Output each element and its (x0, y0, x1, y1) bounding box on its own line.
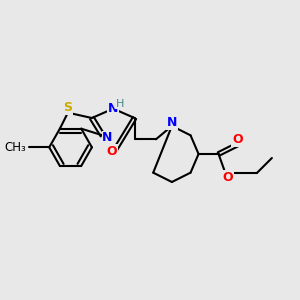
Text: CH₃: CH₃ (4, 141, 26, 154)
Text: H: H (116, 99, 124, 109)
Text: N: N (108, 102, 119, 115)
Text: S: S (63, 101, 72, 114)
Text: N: N (167, 116, 177, 129)
Text: O: O (232, 134, 242, 146)
Text: O: O (106, 145, 117, 158)
Text: O: O (223, 171, 233, 184)
Text: N: N (102, 131, 112, 145)
